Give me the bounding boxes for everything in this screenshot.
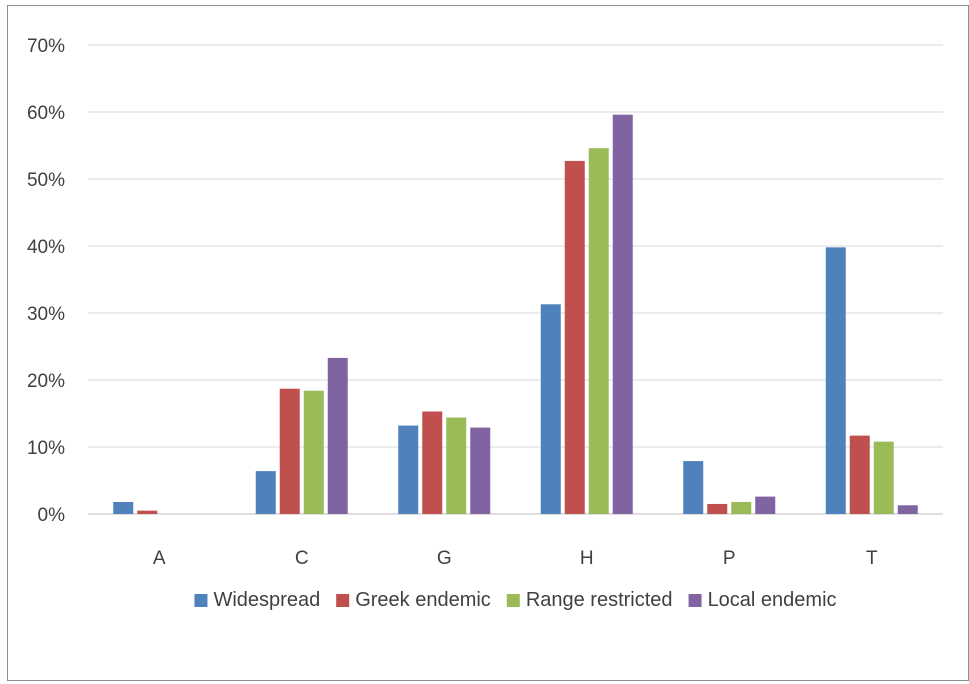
bar-local-endemic-h (612, 114, 633, 515)
legend-item: Greek endemic (336, 589, 491, 611)
legend: Widespread Greek endemic Range restricted L… (194, 589, 837, 611)
y-tick-label: 40% (27, 237, 65, 258)
bar-greek-endemic-a (137, 510, 158, 514)
bar-local-endemic-g (470, 427, 491, 514)
chart-frame: 0% 10% 20% 30% 40% 50% 60% 70% A C G H P T Widesprea… (7, 5, 969, 681)
bar-range-restricted-h (588, 148, 609, 514)
bar-range-restricted-t (873, 441, 894, 514)
bar-greek-endemic-h (564, 160, 585, 514)
x-tick-label: G (437, 548, 452, 569)
bar-greek-endemic-c (279, 388, 300, 514)
y-tick-label: 0% (38, 505, 66, 526)
legend-item: Local endemic (688, 589, 837, 611)
bar-local-endemic-c (327, 357, 348, 514)
bar-local-endemic-p (755, 496, 776, 514)
bar-range-restricted-g (446, 417, 467, 514)
legend-swatch (506, 594, 520, 607)
legend-item: Widespread (194, 589, 320, 611)
legend-swatch (688, 594, 702, 607)
y-tick-label: 20% (27, 371, 65, 392)
legend-item: Range restricted (506, 589, 673, 611)
legend-label: Local endemic (708, 589, 837, 611)
y-tick-label: 50% (27, 170, 65, 191)
bar-widespread-c (255, 471, 276, 514)
bar-greek-endemic-g (422, 411, 443, 514)
y-axis-ticks: 0% 10% 20% 30% 40% 50% 60% 70% (27, 36, 65, 526)
legend-label: Range restricted (526, 589, 673, 611)
legend-swatch (194, 594, 208, 607)
bar-local-endemic-t (897, 505, 918, 514)
bar-range-restricted-p (731, 501, 752, 514)
x-tick-label: P (723, 548, 736, 569)
legend-label: Greek endemic (355, 589, 491, 611)
y-tick-label: 30% (27, 304, 65, 325)
x-tick-label: H (580, 548, 594, 569)
x-tick-label: T (866, 548, 878, 569)
legend-label: Widespread (213, 589, 320, 611)
y-tick-label: 60% (27, 103, 65, 124)
bar-widespread-h (540, 304, 561, 514)
bar-widespread-a (113, 501, 134, 514)
y-tick-label: 70% (27, 36, 65, 57)
x-tick-label: A (153, 548, 166, 569)
bar-greek-endemic-p (707, 503, 728, 514)
bar-range-restricted-c (303, 390, 324, 514)
bar-widespread-t (825, 247, 846, 514)
y-tick-label: 10% (27, 438, 65, 459)
bar-chart: 0% 10% 20% 30% 40% 50% 60% 70% A C G H P T Widesprea… (27, 36, 943, 611)
bar-widespread-g (398, 425, 419, 514)
bars (113, 114, 918, 515)
gridlines (88, 44, 943, 515)
legend-swatch (336, 594, 350, 607)
bar-widespread-p (683, 461, 704, 514)
bar-greek-endemic-t (849, 435, 870, 514)
x-tick-label: C (295, 548, 309, 569)
